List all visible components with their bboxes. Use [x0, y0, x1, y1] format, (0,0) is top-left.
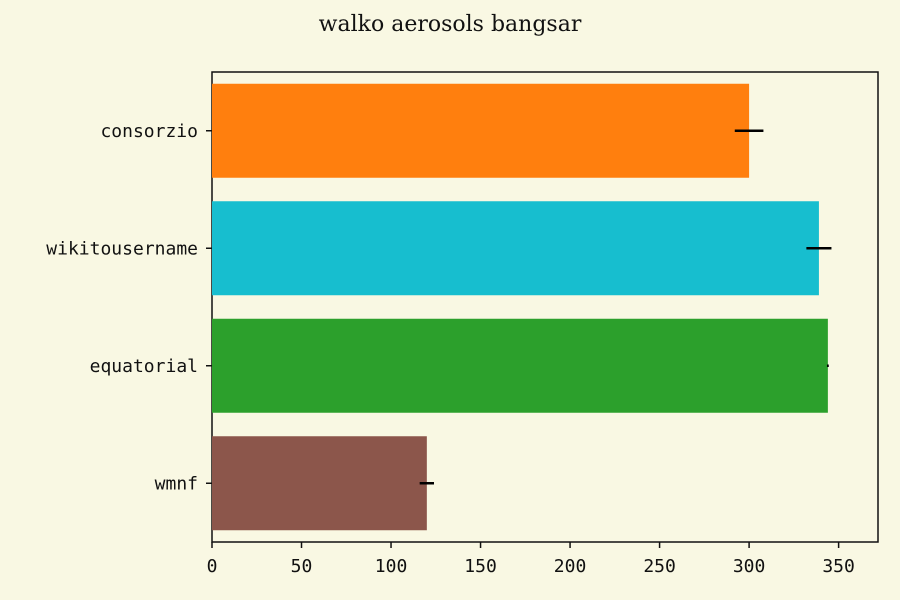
x-tick-label: 350 [822, 556, 855, 577]
bar-consorzio [212, 83, 750, 178]
x-tick-label: 100 [375, 556, 408, 577]
x-tick-label: 250 [643, 556, 676, 577]
y-tick-label: equatorial [90, 356, 198, 377]
x-tick-label: 300 [733, 556, 766, 577]
chart-title: walko aerosols bangsar [319, 12, 582, 37]
y-tick-label: wikitousername [46, 238, 198, 259]
plot-frame [211, 71, 879, 543]
x-tick-label: 50 [291, 556, 313, 577]
x-tick-label: 150 [464, 556, 497, 577]
y-tick-label: consorzio [100, 121, 198, 142]
y-tick-label: wmnf [155, 473, 198, 494]
x-tick-label: 200 [554, 556, 587, 577]
bar-equatorial [212, 318, 828, 413]
x-tick-label: 0 [207, 556, 218, 577]
bar-wmnf [212, 436, 427, 531]
plot-area: consorzio wikitousername equatorial wmnf 0 50… [46, 71, 879, 577]
bar-wikitousername [212, 201, 819, 296]
